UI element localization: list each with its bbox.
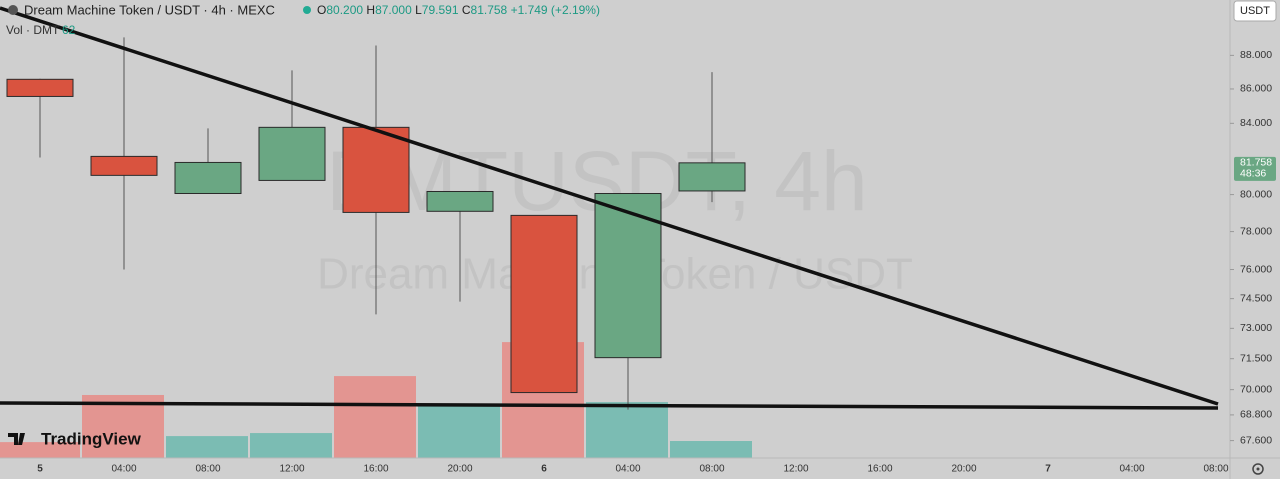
ohlc: O80.200 H87.000 L79.591 C81.758 +1.749 (… xyxy=(317,3,600,17)
y-tick-label: 70.000 xyxy=(1240,383,1272,395)
volume-bar xyxy=(670,441,752,458)
y-tick-label: 86.000 xyxy=(1240,83,1272,95)
y-tick-label: 67.600 xyxy=(1240,434,1272,446)
volume-bar xyxy=(82,394,164,458)
volume-bar xyxy=(250,433,332,458)
volume-bar xyxy=(418,405,500,458)
x-tick-label: 20:00 xyxy=(951,464,976,475)
price-tag xyxy=(1234,156,1276,181)
currency-label[interactable]: USDT xyxy=(1240,5,1270,17)
x-tick-label: 08:00 xyxy=(699,464,724,475)
volume-bar xyxy=(586,402,668,458)
y-tick-label: 76.000 xyxy=(1240,263,1272,275)
ohlc-label: H xyxy=(366,3,375,17)
y-tick-label: 88.000 xyxy=(1240,49,1272,61)
volume-bar xyxy=(166,436,248,458)
x-tick-label: 12:00 xyxy=(783,464,808,475)
settings-icon[interactable] xyxy=(1252,463,1264,475)
status-dot xyxy=(303,6,311,14)
y-tick-label: 73.000 xyxy=(1240,322,1272,334)
x-tick-label: 6 xyxy=(541,464,547,475)
candle-body xyxy=(258,126,326,181)
ohlc-value: 87.000 xyxy=(375,3,412,17)
x-tick-label: 08:00 xyxy=(1203,464,1228,475)
x-tick-label: 08:00 xyxy=(195,464,220,475)
ohlc-value: 79.591 xyxy=(422,3,459,17)
ohlc-label: L xyxy=(415,3,422,17)
candle-body xyxy=(6,78,74,97)
x-tick-label: 16:00 xyxy=(363,464,388,475)
trend-line xyxy=(0,401,1219,410)
countdown-label: 48:36 xyxy=(1240,168,1266,180)
volume-bar xyxy=(0,442,80,458)
ohlc-label: C xyxy=(462,3,471,17)
y-tick-label: 80.000 xyxy=(1240,188,1272,200)
ohlc-value: 81.758 xyxy=(471,3,508,17)
y-tick-label: 71.500 xyxy=(1240,352,1272,364)
candle-body xyxy=(174,161,242,195)
currency-button[interactable] xyxy=(1233,0,1277,22)
candle-body xyxy=(678,162,746,192)
y-tick-label: 74.500 xyxy=(1240,292,1272,304)
candle-body xyxy=(90,155,158,176)
x-tick-label: 20:00 xyxy=(447,464,472,475)
x-tick-label: 04:00 xyxy=(1119,464,1144,475)
ohlc-value: 80.200 xyxy=(326,3,363,17)
trend-line xyxy=(0,6,1219,406)
y-tick-label: 68.800 xyxy=(1240,409,1272,421)
ohlc-change: +1.749 (+2.19%) xyxy=(511,3,600,17)
candle-body xyxy=(342,126,410,213)
x-tick-label: 12:00 xyxy=(279,464,304,475)
symbol-icon xyxy=(8,5,18,15)
x-tick-label: 16:00 xyxy=(867,464,892,475)
y-tick-label: 78.000 xyxy=(1240,225,1272,237)
x-tick-label: 04:00 xyxy=(615,464,640,475)
volume-label: Vol · DMT xyxy=(6,23,60,37)
candle-body xyxy=(510,214,578,394)
logo: TradingView xyxy=(8,429,142,448)
volume-value: 62 xyxy=(62,23,76,37)
x-tick-label: 04:00 xyxy=(111,464,136,475)
x-tick-label: 7 xyxy=(1045,464,1051,475)
candle-body xyxy=(426,190,494,212)
price-tag-label: 81.758 xyxy=(1240,157,1272,169)
y-tick-label: 84.000 xyxy=(1240,117,1272,129)
settings-icon[interactable] xyxy=(1256,467,1260,471)
volume-bar xyxy=(334,376,416,458)
logo-icon xyxy=(8,433,25,445)
logo-text: TradingView xyxy=(41,429,142,448)
symbol-title[interactable]: Dream Machine Token / USDT · 4h · MEXC xyxy=(24,2,275,17)
x-tick-label: 5 xyxy=(37,464,43,475)
ohlc-label: O xyxy=(317,3,326,17)
